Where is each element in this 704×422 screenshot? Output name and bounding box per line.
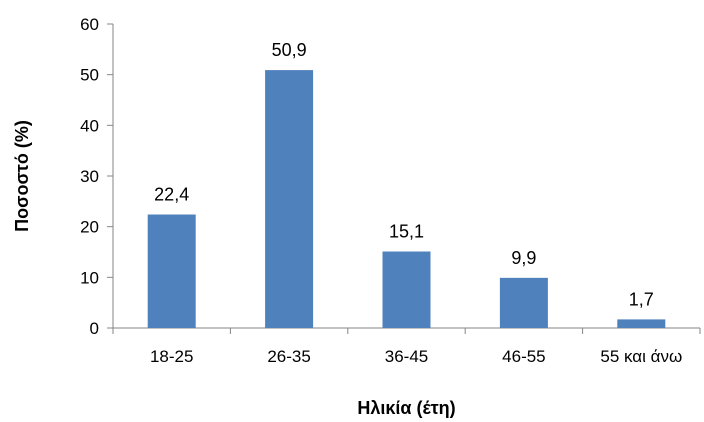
x-axis-title: Ηλικία (έτη) [357,398,455,418]
y-tick-label: 10 [80,268,99,287]
bars [147,70,666,329]
data-labels: 22,4 50,9 15,1 9,9 1,7 [154,40,654,309]
y-tick-label: 40 [80,116,99,135]
y-tick-label: 30 [80,167,99,186]
data-label-5: 1,7 [629,289,654,309]
data-label-1: 22,4 [154,185,189,205]
bar-3 [382,251,431,328]
y-axis: 0 10 20 30 40 50 60 [80,15,114,338]
x-tick-label: 26-35 [267,347,310,366]
y-axis-title: Ποσοστό (%) [12,120,32,232]
x-tick-label: 36-45 [385,347,428,366]
data-label-2: 50,9 [272,40,307,60]
y-tick-label: 60 [80,15,99,34]
bar-1 [147,214,196,328]
data-label-4: 9,9 [511,248,536,268]
y-tick-label: 0 [90,319,99,338]
bar-5 [617,319,666,328]
x-tick-label: 18-25 [150,347,193,366]
y-tick-label: 50 [80,66,99,85]
x-tick-label: 55 και άνω [600,347,682,366]
y-tick-label: 20 [80,218,99,237]
bar-4 [499,277,548,328]
bar-2 [265,70,314,329]
x-axis: 18-25 26-35 36-45 46-55 55 και άνω [112,327,701,366]
data-label-3: 15,1 [389,221,424,241]
x-tick-label: 46-55 [502,347,545,366]
